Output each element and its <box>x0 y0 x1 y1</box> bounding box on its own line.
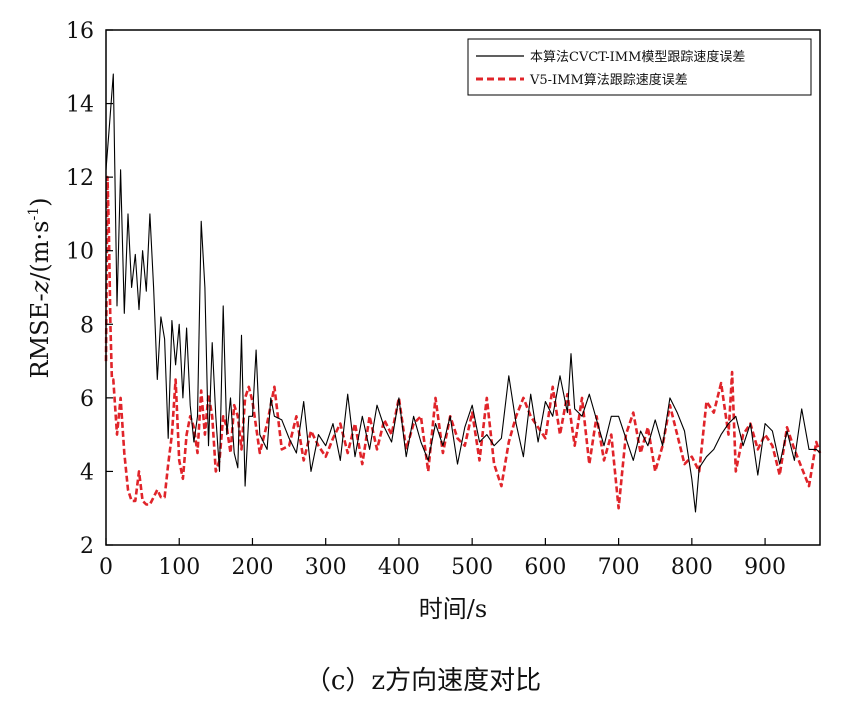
legend: 本算法CVCT-IMM模型跟踪速度误差 V5-IMM算法跟踪速度误差 <box>467 38 812 96</box>
y-axis-label-prefix: RMSE- <box>26 293 54 378</box>
y-tick-label: 6 <box>80 387 94 412</box>
series-layer <box>104 73 822 513</box>
y-tick-label: 2 <box>80 534 94 559</box>
legend-label-series-2: V5-IMM算法跟踪速度误差 <box>529 72 688 88</box>
series-line-1 <box>105 73 821 513</box>
x-tick-label: 900 <box>744 555 786 580</box>
y-tick-label: 8 <box>80 313 94 338</box>
legend-label-series-1: 本算法CVCT-IMM模型跟踪速度误差 <box>530 49 745 65</box>
y-tick-label: 10 <box>66 240 94 265</box>
y-tick-label: 14 <box>66 93 94 118</box>
y-axis-label-suffix: /(m·s <box>26 221 54 281</box>
x-tick-label: 100 <box>158 555 200 580</box>
legend-box <box>467 38 812 96</box>
ticks-layer: 0 100 200 300 400 500 600 700 800 900 2 4 6 8 10 12 14 16 <box>66 19 786 580</box>
figure-caption: （c）z方向速度对比 <box>304 666 542 696</box>
x-tick-label: 600 <box>524 555 566 580</box>
axes-frame <box>105 29 821 546</box>
x-tick-label: 300 <box>305 555 347 580</box>
plot-area: 0 100 200 300 400 500 600 700 800 900 2 4 6 8 10 12 14 16 <box>66 19 822 580</box>
series-line-2 <box>104 175 822 510</box>
y-axis-label-italic: z <box>26 280 54 294</box>
y-tick-label: 16 <box>66 19 94 44</box>
x-tick-label: 200 <box>231 555 273 580</box>
y-axis-label: RMSE-z/(m·s-1) <box>26 198 54 379</box>
y-tick-label: 4 <box>80 460 94 485</box>
x-tick-label: 700 <box>598 555 640 580</box>
x-tick-label: 0 <box>99 555 113 580</box>
y-axis-label-sup: -1 <box>26 207 42 221</box>
x-tick-label: 800 <box>671 555 713 580</box>
y-axis-label-close: ) <box>26 198 54 207</box>
x-tick-label: 500 <box>451 555 493 580</box>
x-axis-label: 时间/s <box>419 595 487 623</box>
y-tick-label: 12 <box>66 166 94 191</box>
chart: 0 100 200 300 400 500 600 700 800 900 2 4 6 8 10 12 14 16… <box>26 19 822 623</box>
x-tick-label: 400 <box>378 555 420 580</box>
